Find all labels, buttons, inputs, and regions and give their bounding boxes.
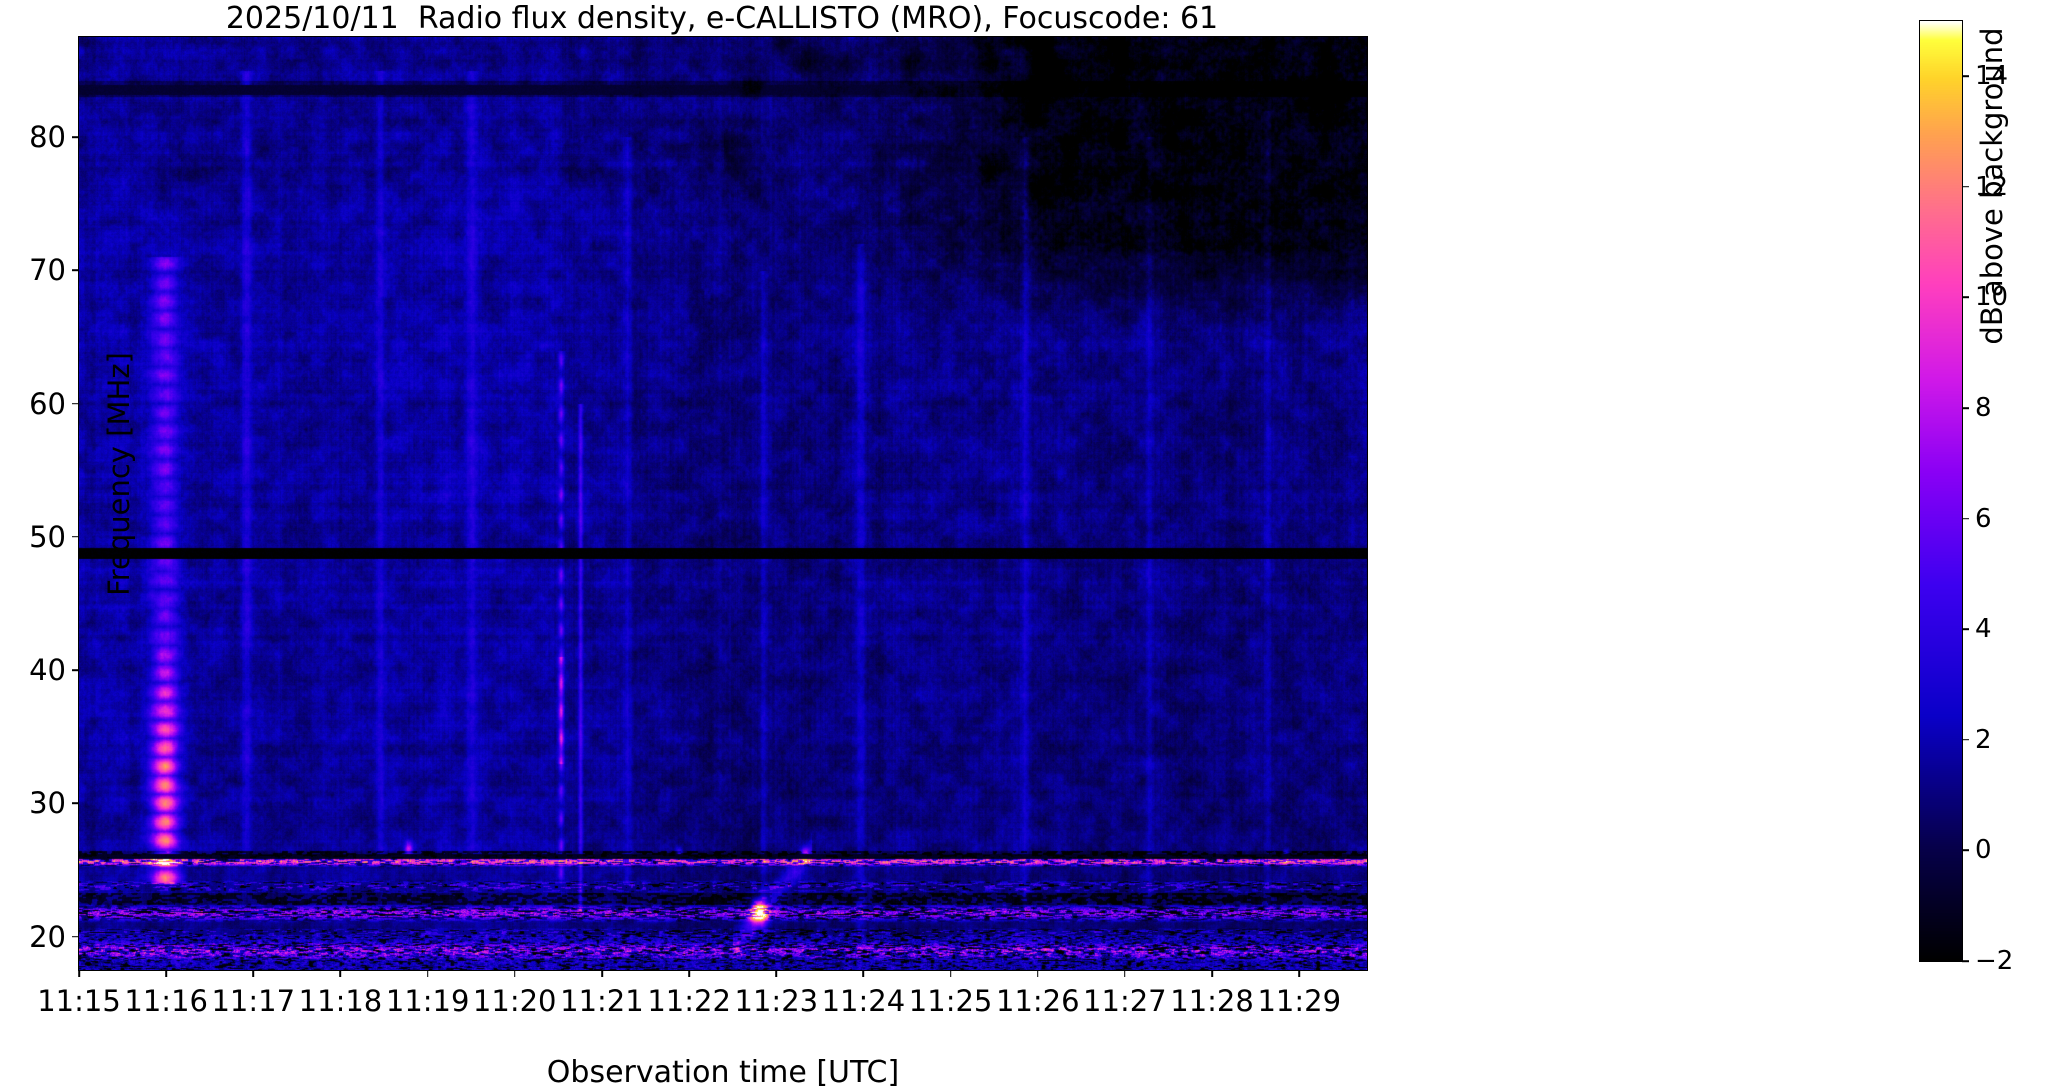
page-title: 2025/10/11 Radio flux density, e-CALLIST… [225,1,1219,36]
y-axis-label: Frequency [MHz] [102,352,136,596]
y-tick-label: 50 [29,519,66,554]
y-tick-label: 80 [29,119,66,154]
x-tick-label: 11:29 [1257,984,1342,1018]
x-tick-mark [1124,970,1126,977]
x-tick-label: 11:17 [211,984,296,1018]
x-tick-mark [1211,970,1213,977]
y-tick-label: 70 [29,253,66,288]
y-tick-mark [72,402,79,405]
colorbar-tick-mark [1962,296,1969,299]
y-tick-label: 60 [29,386,66,421]
y-tick-mark [72,669,79,671]
x-tick-label: 11:27 [1083,984,1167,1018]
y-tick-mark [72,136,79,138]
x-tick-label: 11:16 [124,984,208,1018]
colorbar-tick-label: 0 [1975,835,1992,866]
colorbar-tick-label: 14 [1975,61,2009,92]
x-tick-label: 11:19 [385,984,470,1018]
x-tick-label: 11:26 [995,984,1080,1018]
x-tick-mark [252,970,255,977]
x-tick-mark [513,970,516,977]
y-tick-label: 40 [29,653,66,688]
x-tick-label: 11:25 [908,984,993,1018]
colorbar-tick-label: 2 [1975,724,1992,755]
y-tick-mark [72,802,79,805]
spectrogram-axes[interactable]: Frequency [MHz] 80 70 60 50 40 30 20 11:15 11:1… [29,36,1368,1090]
x-tick-label: 11:22 [647,984,731,1018]
colorbar-tick-label: 10 [1975,282,2009,313]
colorbar-tick-mark [1962,628,1969,631]
y-tick-label: 30 [29,786,66,821]
colorbar-tick-label: 6 [1975,503,1992,534]
x-tick-label: 11:15 [37,984,121,1018]
colorbar[interactable]: 14 12 10 8 6 4 2 0 −2 [1919,20,2013,976]
x-tick-label: 11:21 [560,984,644,1018]
colorbar-label: dB above background [1975,27,2009,345]
colorbar-gradient [1920,21,1962,961]
colorbar-tick-label: 4 [1975,614,1992,645]
colorbar-tick-label: −2 [1975,946,2014,976]
colorbar-tick-mark [1962,849,1969,852]
y-tick-mark [72,269,79,272]
colorbar-tick-mark [1962,186,1969,188]
colorbar-tick-mark [1962,739,1969,741]
colorbar-tick-mark [1962,960,1969,962]
colorbar-tick-label: 8 [1975,393,1992,424]
x-tick-mark [426,970,429,977]
x-tick-mark [688,970,690,977]
colorbar-tick-mark [1962,75,1969,78]
x-tick-label: 11:20 [472,984,557,1018]
x-tick-mark [78,970,80,977]
spectrogram-figure: 2025/10/11 Radio flux density, e-CALLIST… [29,1,2014,1090]
x-tick-mark [1036,970,1039,977]
x-tick-label: 11:23 [734,984,819,1018]
x-tick-mark [601,970,603,977]
y-tick-mark [72,536,79,538]
x-tick-label: 11:28 [1170,984,1254,1018]
x-tick-mark [862,970,865,977]
x-tick-mark [775,970,778,977]
x-tick-label: 11:24 [821,984,906,1018]
colorbar-tick-label: 12 [1975,171,2009,202]
y-tick-mark [72,935,79,938]
colorbar-tick-mark [1962,407,1969,409]
colorbar-tick-mark [1962,517,1969,520]
x-tick-mark [949,970,952,977]
x-axis-label: Observation time [UTC] [546,1055,900,1090]
x-tick-mark [339,970,342,977]
x-tick-mark [1298,970,1301,977]
x-tick-label: 11:18 [298,984,383,1018]
y-tick-label: 20 [29,919,66,954]
x-tick-mark [165,970,167,977]
spectrogram-heatmap[interactable] [79,37,1367,970]
